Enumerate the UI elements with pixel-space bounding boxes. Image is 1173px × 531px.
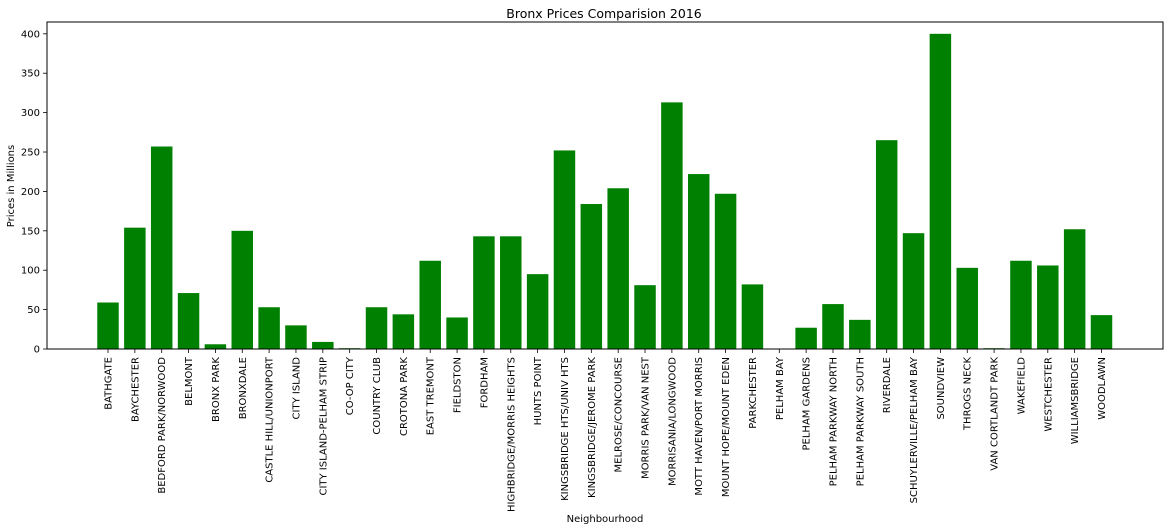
bar [177,293,200,349]
x-tick-label: BEDFORD PARK/NORWOOD [157,357,168,494]
x-tick-label: FIELDSTON [453,357,464,413]
x-tick-label: PELHAM PARKWAY NORTH [828,357,839,486]
x-tick-label: MOUNT HOPE/MOUNT EDEN [721,357,732,497]
x-tick-label: HIGHBRIDGE/MORRIS HEIGHTS [506,357,517,512]
bar [1010,260,1032,349]
bar [741,284,764,349]
x-tick-label: BRONX PARK [211,357,222,422]
y-tick-label: 100 [21,266,40,277]
bar [956,267,978,349]
x-tick-label: CO-OP CITY [345,356,356,415]
y-tick-label: 0 [34,345,40,356]
x-tick-label: PELHAM BAY [775,356,786,420]
bar [714,193,737,349]
bar [473,236,495,349]
bar [231,230,253,349]
bar [97,302,119,349]
x-tick-label: HUNTS POINT [533,356,544,425]
bar [607,188,629,349]
x-tick-label: BAYCHESTER [130,357,141,422]
x-tick-label: PELHAM PARKWAY SOUTH [855,357,866,486]
bar [902,233,925,349]
plot-area [97,33,1113,350]
x-tick-label: WILLIAMSBRIDGE [1070,357,1081,444]
bar [795,327,817,349]
x-tick-label: VAN CORTLANDT PARK [990,357,1001,471]
bar [204,344,227,349]
bar [419,260,441,349]
y-tick-label: 50 [27,305,40,316]
y-tick-label: 300 [21,108,40,119]
x-axis: BATHGATE BAYCHESTER BEDFORD PARK/NORWOOD BE… [104,349,1108,512]
bar [312,341,334,349]
x-tick-label: KINGSBRIDGE HTS/UNIV HTS [560,357,571,501]
bar [875,140,898,349]
y-tick-label: 250 [21,148,40,159]
x-tick-label: BELMONT [184,356,195,406]
bar [553,150,576,349]
x-tick-label: RIVERDALE [882,357,893,413]
x-tick-label: CASTLE HILL/UNIONPORT [265,356,276,483]
bar [258,307,280,349]
bar [580,204,603,349]
bar [1037,265,1059,349]
x-tick-label: MOTT HAVEN/PORT MORRIS [694,357,705,496]
x-tick-label: EAST TREMONT [426,356,437,435]
x-axis-label: Neighbourhood [567,514,644,525]
bar [929,33,952,349]
bar [634,285,656,349]
bar [500,236,522,349]
x-tick-label: PARKCHESTER [748,357,759,429]
bar [661,102,683,350]
x-tick-label: SCHUYLERVILLE/PELHAM BAY [909,356,920,503]
x-tick-label: THROGS NECK [963,357,974,432]
bar [526,274,549,349]
plot-frame [46,21,1164,350]
y-tick-label: 400 [21,29,40,40]
y-tick-label: 150 [21,226,40,237]
x-tick-label: CROTONA PARK [399,357,410,436]
x-tick-label: CITY ISLAND [291,357,302,420]
x-tick-label: WESTCHESTER [1043,357,1054,432]
chart-title: Bronx Prices Comparision 2016 [506,6,702,21]
x-tick-label: MORRISANIA/LONGWOOD [667,357,678,486]
bar [1063,229,1086,349]
x-tick-label: COUNTRY CLUB [372,357,383,435]
bar [687,174,710,349]
bar [822,304,844,349]
bar [285,325,307,349]
bar [124,227,146,349]
x-tick-label: BATHGATE [104,357,115,410]
x-tick-label: FORDHAM [479,357,490,408]
y-axis: 0 50 100 150 200 250 300 350 400 [21,29,47,356]
y-axis-label: Prices in Millions [6,145,17,228]
x-tick-label: PELHAM GARDENS [802,357,813,450]
bar [1090,315,1113,349]
x-tick-label: MORRIS PARK/VAN NEST [641,356,652,479]
x-tick-label: MELROSE/CONCOURSE [614,357,625,473]
bar [392,314,415,349]
x-tick-label: BRONXDALE [238,357,249,419]
bar [849,319,871,349]
y-tick-label: 350 [21,69,40,80]
x-tick-label: WOODLAWN [1097,357,1108,420]
y-tick-label: 200 [21,187,40,198]
bar [150,146,173,349]
x-tick-label: KINGSBRIDGE/JEROME PARK [587,357,598,498]
x-tick-label: SOUNDVIEW [936,357,947,420]
x-tick-label: WAKEFIELD [1016,357,1027,415]
bar [446,317,468,349]
x-tick-label: CITY ISLAND-PELHAM STRIP [318,357,329,496]
bar [365,307,388,349]
